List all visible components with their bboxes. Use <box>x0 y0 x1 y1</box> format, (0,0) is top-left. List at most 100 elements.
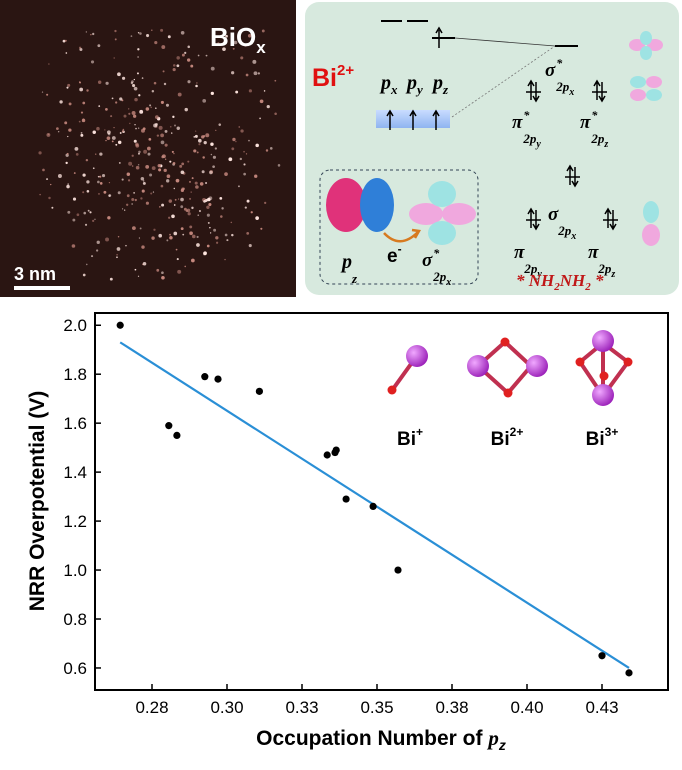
y-tick-label: 1.4 <box>63 463 87 482</box>
x-tick-label: 0.40 <box>510 698 543 717</box>
y-tick-label: 0.6 <box>63 659 87 678</box>
ion-label: Bi2+ <box>312 62 354 92</box>
x-tick-label: 0.30 <box>210 698 243 717</box>
y-tick-label: 1.6 <box>63 414 87 433</box>
inset-orbital-label: pz <box>340 251 358 286</box>
point <box>116 321 124 329</box>
label-subsub: z <box>610 269 615 280</box>
label-subsub: y <box>535 139 541 150</box>
label-base: π <box>514 242 525 263</box>
point <box>394 566 402 574</box>
label-sub: 2p <box>590 131 605 146</box>
label-subsub: x <box>570 231 576 242</box>
inset-box <box>319 169 479 285</box>
x-axis-title-var: p <box>486 726 499 750</box>
connector <box>451 45 556 118</box>
label-base: NH <box>559 271 586 290</box>
label-base: σ <box>545 60 556 81</box>
mo-label: π* 2pz <box>580 108 608 150</box>
x-axis-title-sub: z <box>498 737 506 753</box>
p-levels <box>381 20 455 48</box>
label-sub: x <box>390 82 398 97</box>
label-sub: 2p <box>522 131 537 146</box>
p-orbital-labels: px py pz <box>379 72 449 97</box>
point <box>255 387 263 395</box>
x-tick-label: 0.28 <box>135 698 168 717</box>
x-axis-title: Occupation Number of pz <box>256 726 506 753</box>
y-tick-label: 0.8 <box>63 610 87 629</box>
point <box>323 451 331 459</box>
orbital-lobes <box>629 31 663 246</box>
plot-frame <box>94 312 669 691</box>
label-sub: 2p <box>597 261 612 276</box>
label-base: π <box>580 112 591 133</box>
band-electrons <box>386 109 440 130</box>
label-base: p <box>379 72 391 94</box>
label-sub: z <box>442 82 449 97</box>
label-sub: 2 <box>584 281 591 293</box>
point <box>598 652 606 660</box>
mo-label: π* 2py <box>512 108 541 150</box>
molecule-label: * NH2NH2 * <box>516 271 604 293</box>
structure-name: Bi <box>491 429 510 450</box>
point <box>342 495 350 503</box>
label-base: p <box>431 72 443 94</box>
label-sub: 2p <box>555 79 570 94</box>
inset-target-label: σ* 2px <box>422 246 451 288</box>
label-subsub: x <box>568 87 574 98</box>
label-sub: 2p <box>523 261 538 276</box>
x-tick-label: 0.35 <box>360 698 393 717</box>
label-base: σ <box>548 204 559 225</box>
label-sub: 2p <box>432 269 447 284</box>
y-tick-label: 1.2 <box>63 512 87 531</box>
structure-label: Bi3+ <box>586 425 619 450</box>
micrograph-texture <box>38 28 281 281</box>
point <box>214 375 222 383</box>
label-sup: * <box>591 108 598 122</box>
structure-charge: + <box>416 425 423 439</box>
point <box>173 431 181 440</box>
structure-charge: 3+ <box>605 425 619 439</box>
label-sup: * <box>433 246 440 260</box>
y-tick-label: 1.0 <box>63 561 87 580</box>
label-base: * NH <box>516 271 555 290</box>
label-base: π <box>512 112 523 133</box>
electron-label: e- <box>387 242 402 267</box>
x-tick-label: 0.33 <box>285 698 318 717</box>
label-base: * <box>591 271 604 290</box>
y-axis-title: NRR Overpotential (V) <box>26 391 49 612</box>
mo-label: σ* 2px <box>545 56 574 98</box>
orbital-panel <box>305 2 679 295</box>
point <box>369 502 377 510</box>
mo-label: π2py <box>514 242 542 280</box>
structure-name: Bi <box>397 429 416 450</box>
label-sub: 2p <box>557 223 572 238</box>
label-sub: z <box>351 271 358 286</box>
structure-label: Bi2+ <box>491 425 524 450</box>
point <box>625 669 633 677</box>
x-axis-title-text: Occupation Number of <box>256 727 488 750</box>
label-subsub: y <box>536 269 542 280</box>
structure-icons <box>387 330 633 406</box>
structure-charge: 2+ <box>510 425 524 439</box>
scale-bar-label: 3 nm <box>14 264 56 284</box>
point <box>165 422 173 430</box>
structure-name: Bi <box>586 429 605 450</box>
label-base: σ <box>422 250 433 271</box>
label-base: p <box>405 72 417 94</box>
point <box>332 446 340 454</box>
micrograph-label: BiOx <box>210 22 266 57</box>
label-subsub: z <box>603 139 608 150</box>
label-sub: 2 <box>553 281 560 293</box>
label-subsub: x <box>445 277 451 288</box>
label-sup: * <box>556 56 563 70</box>
paired-electrons <box>526 79 618 231</box>
label-base: p <box>340 251 352 273</box>
y-tick-label: 1.8 <box>63 365 87 384</box>
chart: 0.28 0.30 0.33 0.35 0.38 0.40 0.43 0.6 0.8 1.0 1.2… <box>26 316 633 753</box>
structure-label: Bi+ <box>397 425 423 450</box>
inset-orbitals <box>326 178 476 245</box>
x-tick-label: 0.43 <box>585 698 618 717</box>
mo-label: σ2px <box>548 204 576 242</box>
